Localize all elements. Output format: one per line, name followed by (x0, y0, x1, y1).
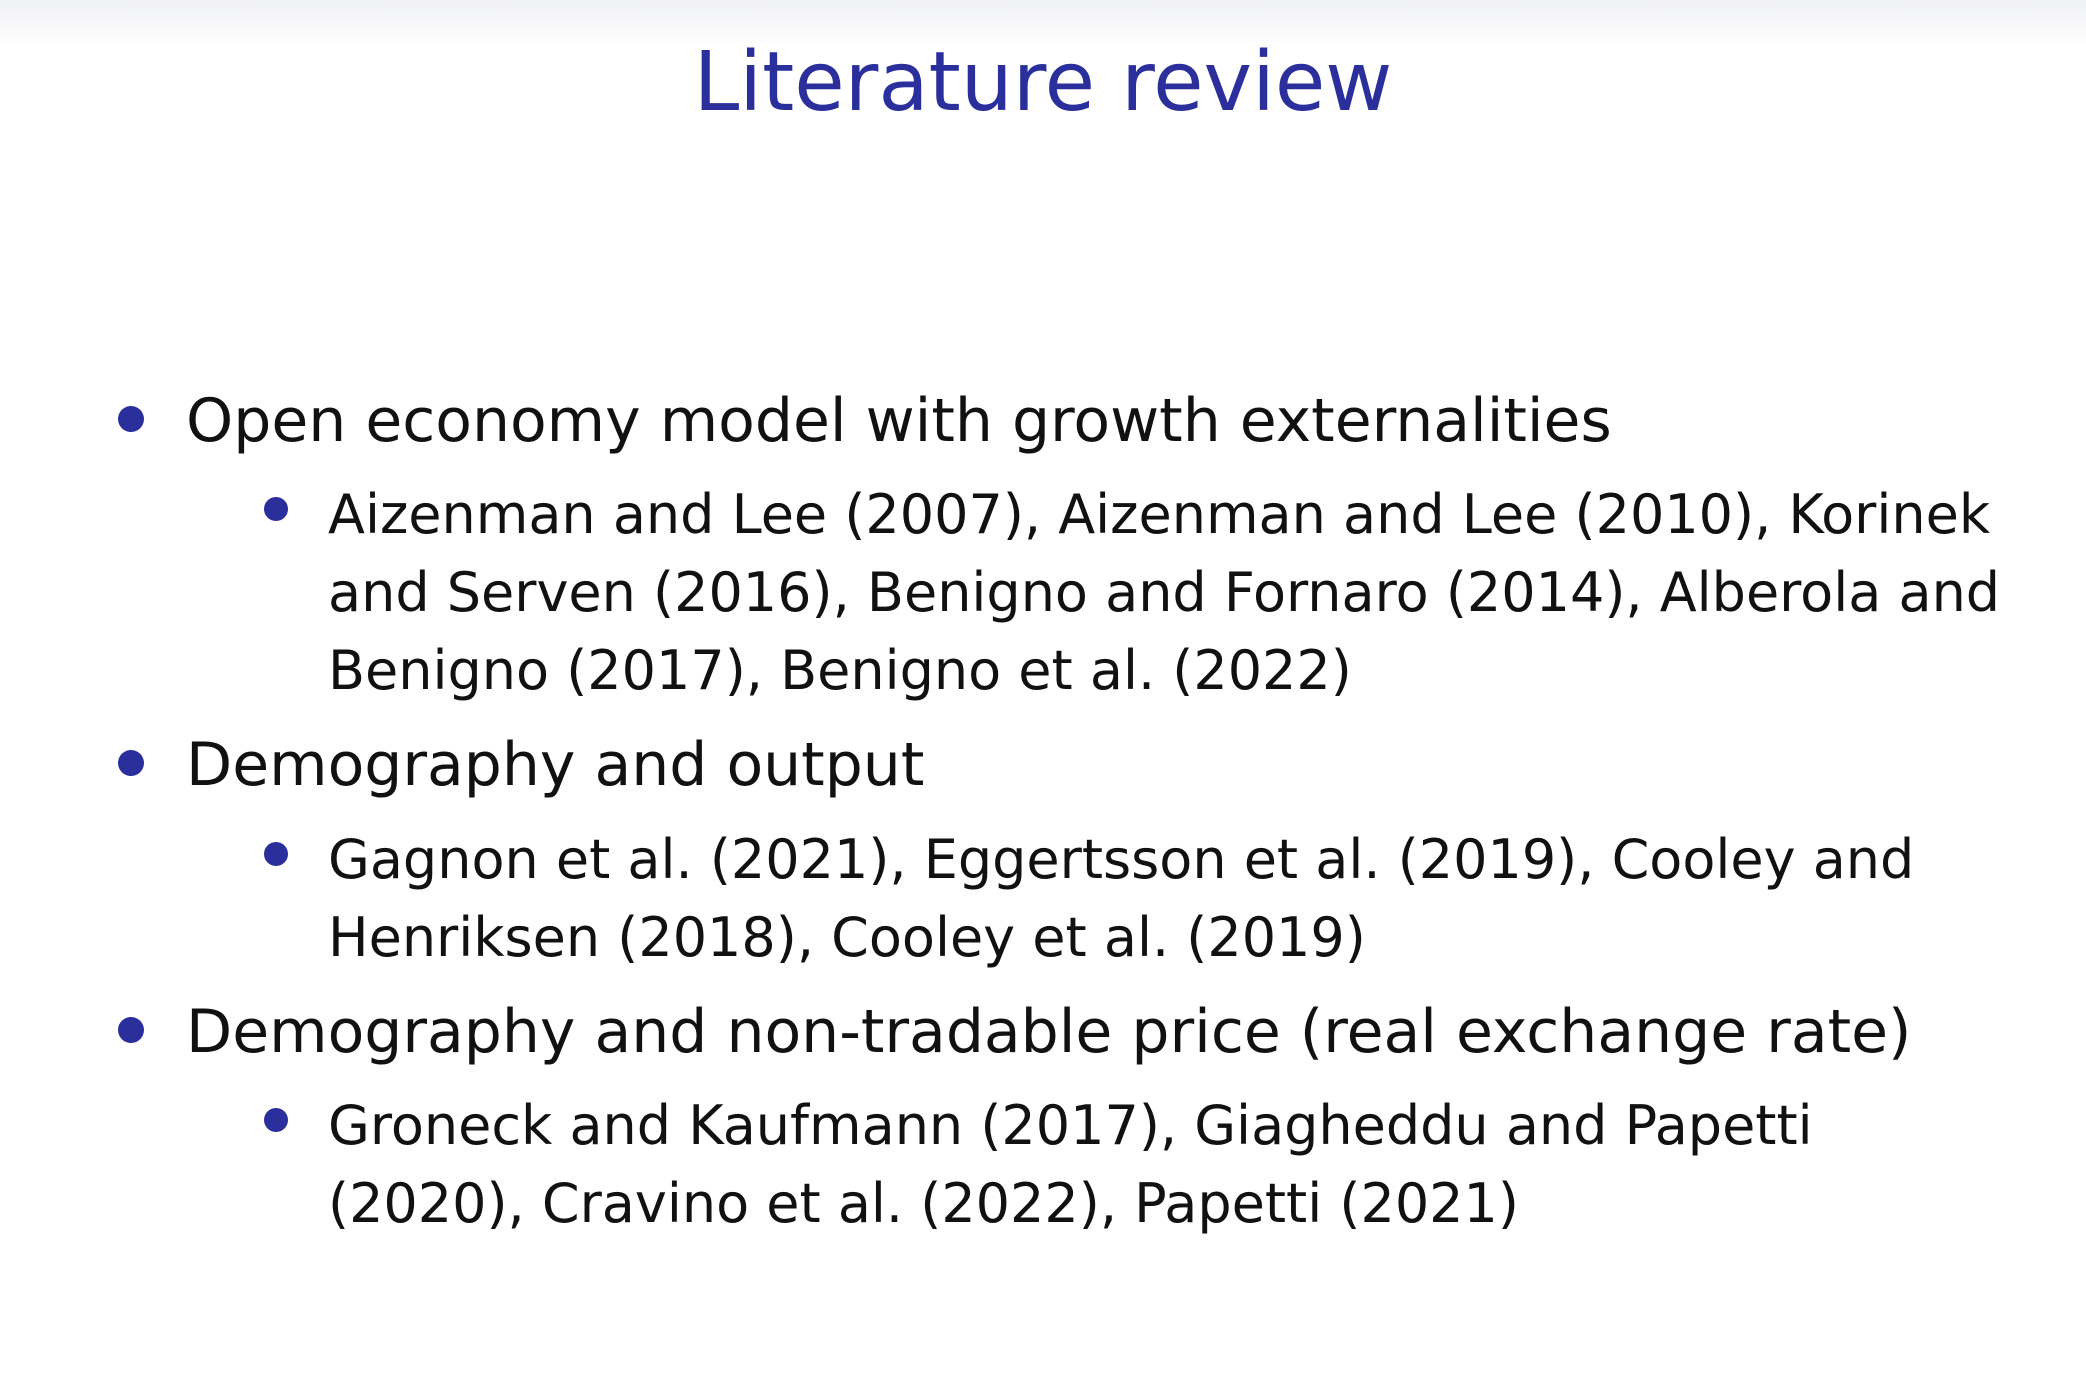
sub-bullet-icon (264, 497, 288, 521)
reference-line: Henriksen (2018), Cooley et al. (2019) (328, 906, 1366, 969)
bullet-icon (118, 406, 144, 432)
reference-line: Groneck and Kaufmann (2017), Giagheddu a… (328, 1094, 1813, 1157)
reference-line: Aizenman and Lee (2007), Aizenman and Le… (328, 483, 1991, 546)
reference-line: Benigno (2017), Benigno et al. (2022) (328, 639, 1352, 702)
bullet-icon (118, 1017, 144, 1043)
reference-line: (2020), Cravino et al. (2022), Papetti (… (328, 1172, 1519, 1235)
section-heading-non-tradable-price: Demography and non-tradable price (real … (186, 997, 1912, 1067)
references-growth-externalities: Aizenman and Lee (2007), Aizenman and Le… (328, 476, 2048, 710)
top-shade (0, 0, 2086, 50)
bullet-icon (118, 750, 144, 776)
references-demography-output: Gagnon et al. (2021), Eggertsson et al. … (328, 821, 2048, 977)
slide-title: Literature review (693, 35, 1393, 130)
sub-bullet-icon (264, 1108, 288, 1132)
section-heading-growth-externalities: Open economy model with growth externali… (186, 386, 1612, 456)
reference-line: and Serven (2016), Benigno and Fornaro (… (328, 561, 2001, 624)
references-non-tradable-price: Groneck and Kaufmann (2017), Giagheddu a… (328, 1087, 2048, 1243)
sub-bullet-icon (264, 842, 288, 866)
section-heading-demography-output: Demography and output (186, 730, 925, 800)
reference-line: Gagnon et al. (2021), Eggertsson et al. … (328, 828, 1915, 891)
